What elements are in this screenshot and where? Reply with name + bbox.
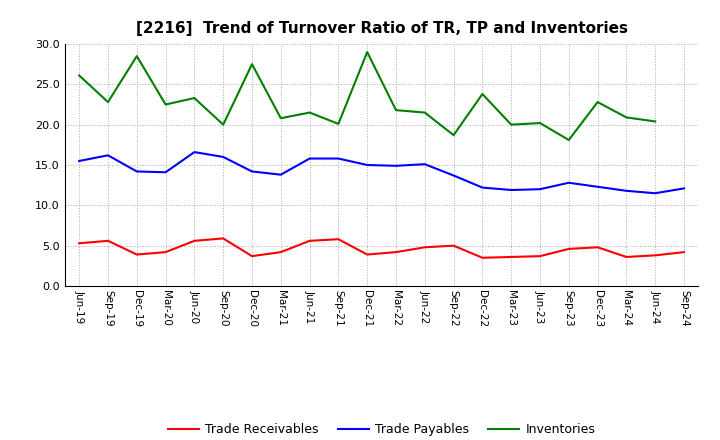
Trade Receivables: [449, 243, 458, 248]
Line: Trade Payables: Trade Payables: [79, 152, 684, 193]
Trade Payables: [507, 187, 516, 193]
Trade Payables: [219, 154, 228, 160]
Trade Receivables: [478, 255, 487, 260]
Inventories: [104, 99, 112, 105]
Trade Receivables: [132, 252, 141, 257]
Inventories: [363, 49, 372, 55]
Trade Payables: [564, 180, 573, 185]
Inventories: [420, 110, 429, 115]
Trade Receivables: [334, 237, 343, 242]
Trade Payables: [276, 172, 285, 177]
Trade Payables: [334, 156, 343, 161]
Title: [2216]  Trend of Turnover Ratio of TR, TP and Inventories: [2216] Trend of Turnover Ratio of TR, TP…: [135, 21, 628, 36]
Trade Receivables: [305, 238, 314, 243]
Inventories: [449, 132, 458, 138]
Trade Payables: [190, 150, 199, 155]
Trade Payables: [536, 187, 544, 192]
Inventories: [622, 115, 631, 120]
Trade Receivables: [276, 249, 285, 255]
Legend: Trade Receivables, Trade Payables, Inventories: Trade Receivables, Trade Payables, Inven…: [163, 418, 600, 440]
Trade Payables: [680, 186, 688, 191]
Trade Receivables: [161, 249, 170, 255]
Inventories: [392, 107, 400, 113]
Inventories: [132, 53, 141, 59]
Trade Payables: [161, 169, 170, 175]
Trade Payables: [449, 173, 458, 178]
Trade Payables: [420, 161, 429, 167]
Inventories: [161, 102, 170, 107]
Inventories: [248, 62, 256, 67]
Line: Inventories: Inventories: [79, 52, 655, 140]
Inventories: [478, 92, 487, 97]
Inventories: [190, 95, 199, 101]
Trade Payables: [305, 156, 314, 161]
Trade Receivables: [104, 238, 112, 243]
Trade Payables: [478, 185, 487, 190]
Inventories: [651, 119, 660, 124]
Inventories: [219, 122, 228, 127]
Inventories: [276, 116, 285, 121]
Inventories: [593, 99, 602, 105]
Line: Trade Receivables: Trade Receivables: [79, 238, 684, 258]
Inventories: [536, 121, 544, 126]
Trade Receivables: [507, 254, 516, 260]
Trade Payables: [132, 169, 141, 174]
Trade Receivables: [219, 236, 228, 241]
Trade Payables: [622, 188, 631, 194]
Trade Receivables: [564, 246, 573, 252]
Inventories: [305, 110, 314, 115]
Trade Receivables: [190, 238, 199, 243]
Trade Payables: [392, 163, 400, 169]
Trade Payables: [593, 184, 602, 189]
Trade Receivables: [651, 253, 660, 258]
Inventories: [334, 121, 343, 127]
Trade Receivables: [680, 249, 688, 255]
Trade Receivables: [248, 253, 256, 259]
Trade Payables: [75, 158, 84, 164]
Trade Receivables: [75, 241, 84, 246]
Inventories: [507, 122, 516, 127]
Trade Receivables: [593, 245, 602, 250]
Trade Payables: [651, 191, 660, 196]
Trade Payables: [363, 162, 372, 168]
Trade Payables: [248, 169, 256, 174]
Trade Receivables: [622, 254, 631, 260]
Inventories: [75, 73, 84, 78]
Trade Payables: [104, 153, 112, 158]
Trade Receivables: [363, 252, 372, 257]
Inventories: [564, 137, 573, 143]
Trade Receivables: [420, 245, 429, 250]
Trade Receivables: [536, 253, 544, 259]
Trade Receivables: [392, 249, 400, 255]
